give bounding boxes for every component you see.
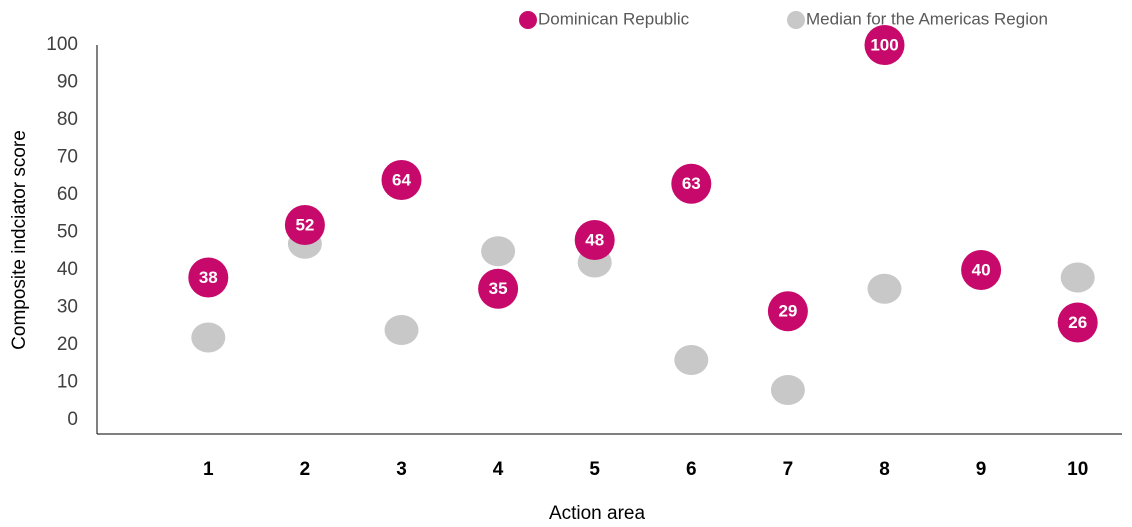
country-dot bbox=[381, 160, 422, 200]
legend-marker bbox=[519, 11, 537, 29]
country-dot bbox=[574, 220, 615, 260]
data-label: 38 bbox=[199, 268, 218, 287]
country-dot bbox=[188, 257, 229, 298]
x-tick-label: 5 bbox=[589, 459, 600, 480]
y-tick-label: 100 bbox=[46, 34, 78, 55]
x-tick-label: 9 bbox=[976, 459, 987, 480]
country-dot bbox=[767, 291, 808, 332]
data-label: 29 bbox=[778, 302, 797, 321]
x-axis-title: Action area bbox=[549, 503, 646, 524]
median-dot bbox=[481, 236, 516, 267]
legend-label: Dominican Republic bbox=[538, 9, 690, 28]
y-tick-label: 50 bbox=[57, 222, 78, 243]
x-tick-label: 2 bbox=[300, 459, 311, 480]
y-tick-label: 90 bbox=[57, 72, 78, 93]
y-tick-label: 60 bbox=[57, 184, 78, 205]
data-label: 63 bbox=[682, 174, 701, 193]
median-dot bbox=[384, 315, 419, 345]
x-tick-label: 8 bbox=[879, 459, 890, 480]
x-tick-label: 3 bbox=[396, 459, 407, 480]
y-tick-label: 30 bbox=[57, 297, 78, 318]
median-dot bbox=[674, 345, 709, 375]
country-dot bbox=[671, 163, 712, 204]
median-dot bbox=[770, 375, 805, 405]
country-dot bbox=[478, 268, 519, 309]
data-label: 35 bbox=[489, 279, 508, 298]
data-label: 64 bbox=[392, 170, 411, 189]
data-label: 40 bbox=[972, 260, 991, 279]
y-tick-label: 80 bbox=[57, 109, 78, 130]
x-tick-label: 7 bbox=[783, 459, 794, 480]
x-tick-label: 4 bbox=[493, 459, 504, 480]
median-dot bbox=[867, 273, 902, 304]
y-tick-label: 10 bbox=[57, 372, 78, 393]
data-label: 100 bbox=[870, 35, 898, 54]
y-axis-title: Composite indciator score bbox=[9, 130, 30, 350]
data-label: 52 bbox=[295, 215, 314, 234]
legend-marker bbox=[787, 11, 805, 29]
x-tick-label: 6 bbox=[686, 459, 697, 480]
y-tick-label: 70 bbox=[57, 147, 78, 168]
legend-label: Median for the Americas Region bbox=[806, 9, 1048, 28]
y-tick-label: 40 bbox=[57, 259, 78, 280]
median-dot bbox=[191, 322, 226, 353]
median-dot bbox=[1060, 262, 1095, 293]
x-tick-label: 10 bbox=[1067, 459, 1088, 480]
x-tick-label: 1 bbox=[203, 459, 214, 480]
data-label: 48 bbox=[585, 230, 604, 249]
country-dot bbox=[284, 205, 325, 245]
country-dot bbox=[961, 250, 1002, 290]
country-dot bbox=[1057, 302, 1098, 343]
y-tick-label: 20 bbox=[57, 334, 78, 355]
data-label: 26 bbox=[1068, 313, 1087, 332]
y-tick-label: 0 bbox=[67, 409, 78, 430]
country-dot bbox=[864, 25, 905, 65]
